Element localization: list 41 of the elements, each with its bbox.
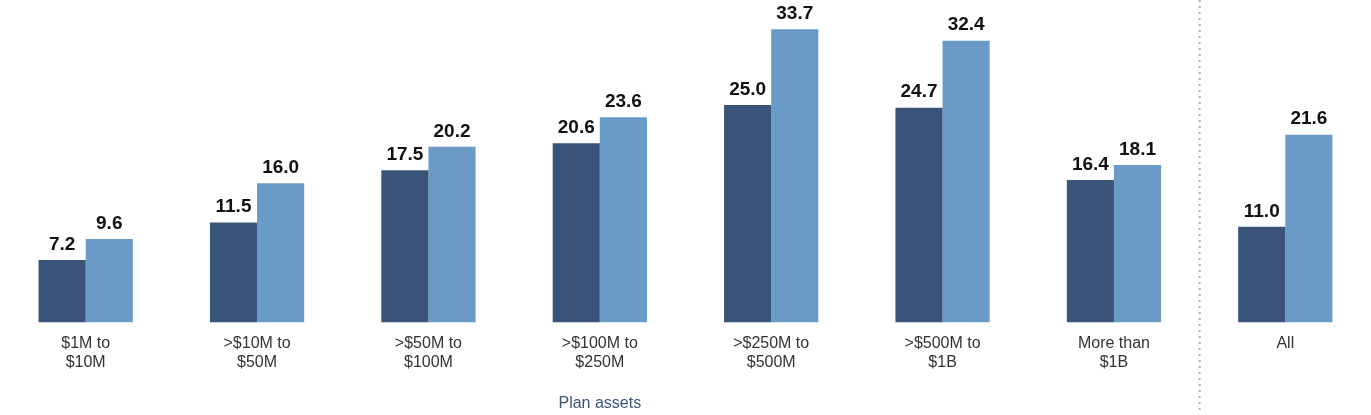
data-label: 24.7	[900, 80, 938, 102]
x-tick-label: >$250M to $500M	[733, 333, 810, 370]
bar	[428, 146, 476, 323]
data-label: 17.5	[386, 143, 424, 165]
data-label: 11.5	[215, 195, 252, 217]
x-tick-label: All	[1276, 333, 1295, 351]
bar	[599, 117, 647, 323]
bar	[1285, 134, 1333, 323]
data-label: 11.0	[1243, 199, 1280, 221]
x-tick-label: $1M to $10M	[61, 333, 111, 370]
data-label: 25.0	[729, 77, 767, 99]
data-label: 21.6	[1290, 107, 1328, 129]
bar	[771, 29, 819, 323]
bar	[257, 183, 305, 323]
data-label: 20.2	[433, 119, 471, 141]
x-tick-label: >$500M to $1B	[904, 333, 981, 370]
data-label: 16.4	[1071, 152, 1110, 174]
bar	[1113, 165, 1162, 323]
data-label: 7.2	[48, 232, 76, 254]
bar	[381, 170, 429, 323]
bar	[38, 259, 86, 323]
bar	[85, 239, 133, 323]
data-label: 32.4	[947, 13, 986, 35]
x-tick-label: >$50M to $100M	[394, 333, 463, 370]
bar	[1238, 226, 1286, 323]
data-label: 9.6	[96, 211, 123, 233]
data-label: 16.0	[262, 156, 300, 178]
data-label: 20.6	[557, 116, 595, 138]
bar	[552, 143, 600, 323]
bar	[895, 107, 943, 323]
x-axis-title: Plan assets	[558, 394, 642, 412]
x-tick-label: More than $1B	[1077, 333, 1150, 370]
bar	[724, 105, 772, 323]
bar	[942, 40, 990, 323]
x-tick-label: >$10M to $50M	[223, 333, 291, 370]
bar	[1066, 179, 1114, 323]
bar	[209, 222, 258, 323]
x-tick-label: >$100M to $250M	[561, 333, 638, 370]
data-label: 18.1	[1119, 137, 1157, 159]
data-label: 23.6	[604, 89, 642, 111]
data-label: 33.7	[776, 2, 814, 24]
